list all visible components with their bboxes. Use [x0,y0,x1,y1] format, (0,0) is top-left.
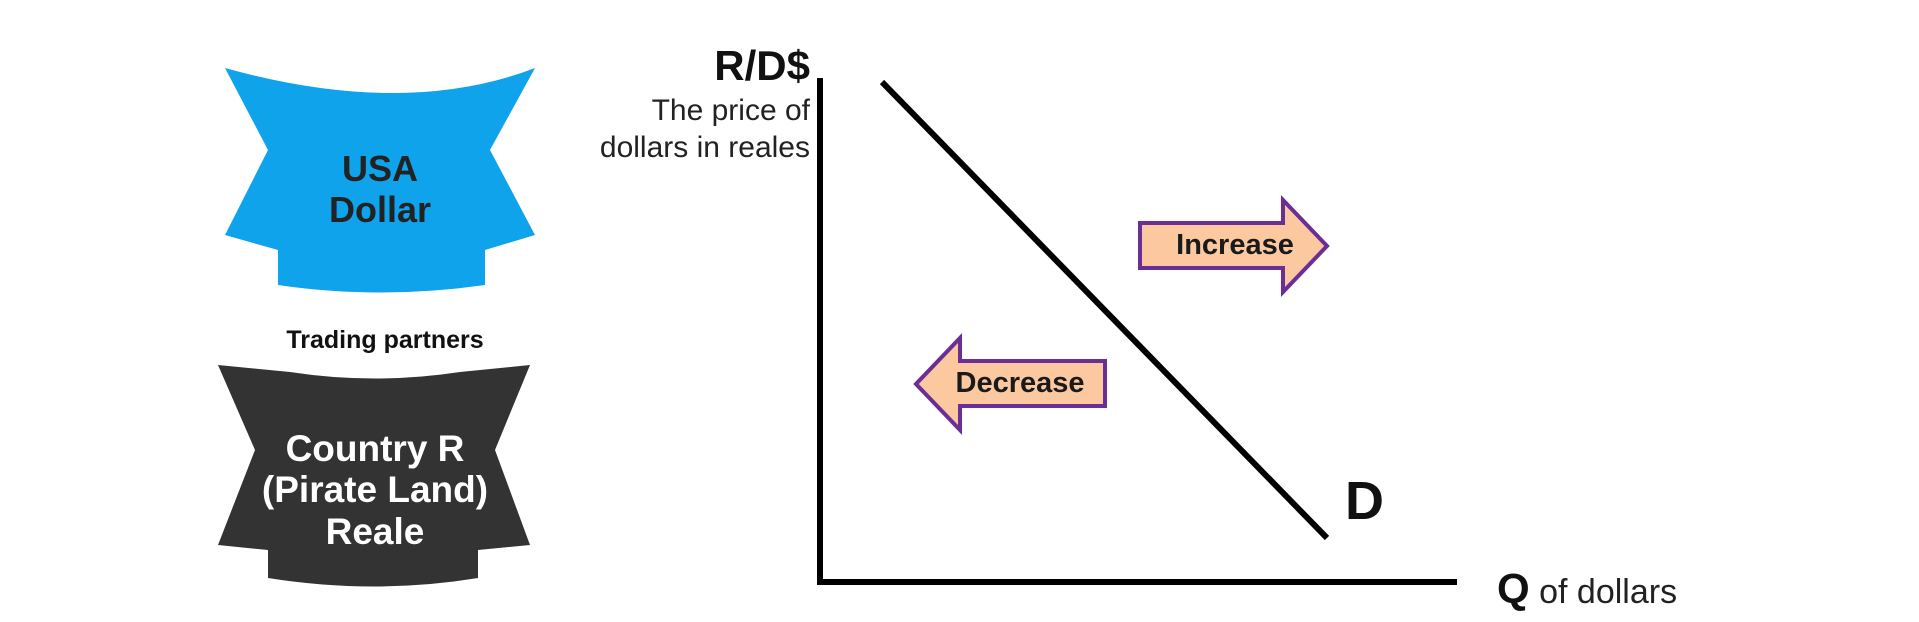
country-r-banner [218,365,530,587]
usa-dollar-banner [225,68,535,293]
trading-partners-label: Trading partners [286,326,484,354]
demand-curve [879,79,1330,541]
increase-arrow [1138,195,1330,297]
country-banner-shape [218,365,530,587]
y-axis-title: R/D$ [714,42,810,89]
country-banner-line1: Country R [285,428,465,469]
usa-banner-shape [225,68,535,293]
decrease-arrow-label: Decrease [955,367,1085,399]
x-axis-label-rest: of dollars [1529,573,1678,611]
x-axis-q: Q [1497,565,1530,612]
increase-arrow-label: Increase [1176,229,1294,261]
country-banner-line2: (Pirate Land) [261,469,489,511]
country-banner-line3: Reale [325,510,425,552]
usa-banner-line2: Dollar [328,189,432,231]
country-banner-text: Country R (Pirate Land) Reale [220,428,530,552]
y-axis-description-line1: The price of [651,94,810,127]
y-axis-description: The price of dollars in reales [540,93,810,166]
usa-banner-line1: USA [341,148,418,189]
y-axis-description-line2: dollars in reales [599,130,810,164]
decrease-arrow [913,333,1107,435]
demand-curve-label: D [1345,471,1384,531]
graph-axes [817,78,1457,585]
x-axis-label: Q of dollars [1497,565,1917,613]
usa-banner-text: USA Dollar [240,148,520,231]
